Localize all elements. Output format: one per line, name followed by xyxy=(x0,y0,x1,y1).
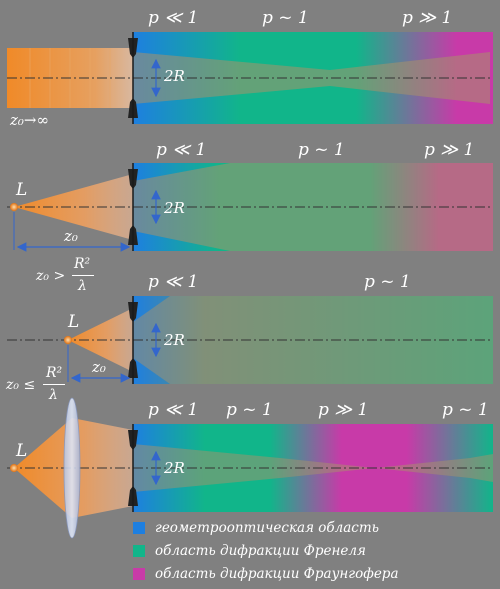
legend-item-fresnel: область дифракции Френеля xyxy=(155,542,366,560)
panel-3-condition-left: z₀ ≤ xyxy=(6,377,36,393)
panel-2-condition-den: λ xyxy=(78,278,87,294)
legend-label-fresnel: область дифракции Френеля xyxy=(155,543,366,559)
panel-3-source-dot xyxy=(64,336,72,344)
panel-4-aperture-label: 2R xyxy=(164,459,185,477)
panel-2-source-dot xyxy=(10,203,18,211)
panel-4 xyxy=(7,397,493,539)
legend-label-fraunhofer: область дифракции Фраунгофера xyxy=(155,566,399,582)
legend-item-fraunhofer: область дифракции Фраунгофера xyxy=(155,565,399,583)
legend-swatch-fraunhofer xyxy=(133,568,145,580)
panel-4-source-dot xyxy=(10,464,18,472)
legend-swatch-geometric xyxy=(133,522,145,534)
panel-1-region-3: p ≫ 1 xyxy=(402,8,453,28)
panel-4-region-2: p ~ 1 xyxy=(226,400,273,420)
panel-2-condition-num: R² xyxy=(74,256,91,272)
panel-2-aperture-label: 2R xyxy=(164,199,185,217)
panel-2-distance-label: z₀ xyxy=(64,227,78,245)
legend-item-geometric: геометрооптическая область xyxy=(155,519,379,537)
panel-3-source-label: L xyxy=(68,312,80,332)
panel-2-region-1: p ≪ 1 xyxy=(156,140,207,160)
legend-swatch-fresnel xyxy=(133,545,145,557)
panel-2-beam xyxy=(14,174,133,240)
panel-4-region-3: p ≫ 1 xyxy=(318,400,369,420)
panel-1-region-2: p ~ 1 xyxy=(262,8,309,28)
panel-3-region-2: p ~ 1 xyxy=(364,272,411,292)
panel-2-region-3: p ≫ 1 xyxy=(424,140,475,160)
panel-2-region-2: p ~ 1 xyxy=(298,140,345,160)
panel-4-region-1: p ≪ 1 xyxy=(148,400,199,420)
panel-3-distance-label: z₀ xyxy=(92,358,106,376)
panel-2-fraction-bar xyxy=(72,275,94,276)
panel-2-source-label: L xyxy=(16,180,28,200)
panel-3-condition-den: λ xyxy=(49,387,58,403)
panel-1-source-label: z₀→∞ xyxy=(10,111,49,129)
panel-4-region-4: p ~ 1 xyxy=(442,400,489,420)
panel-1-shadow xyxy=(133,52,490,104)
panel-3-fraction-bar xyxy=(43,384,65,385)
legend-label-geometric: геометрооптическая область xyxy=(155,520,380,536)
panel-3-aperture-label: 2R xyxy=(164,331,185,349)
panel-1-aperture-label: 2R xyxy=(164,67,185,85)
panel-4-source-label: L xyxy=(16,441,28,461)
panel-2-condition-left: z₀ > xyxy=(36,268,66,284)
panel-3-region-1: p ≪ 1 xyxy=(148,272,199,292)
lens xyxy=(63,397,81,539)
panel-3 xyxy=(7,296,493,384)
panel-2 xyxy=(7,163,493,252)
panel-1-region-1: p ≪ 1 xyxy=(148,8,199,28)
panel-1 xyxy=(7,32,493,124)
panel-3-condition-num: R² xyxy=(46,365,63,381)
